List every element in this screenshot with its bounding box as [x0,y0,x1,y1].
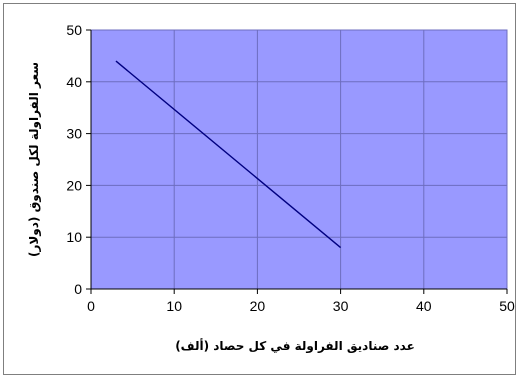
y-tick-label: 10 [66,229,82,245]
plot-area [90,29,508,290]
x-tick-labels: 0 10 20 30 40 50 [87,298,515,314]
x-tick-label: 20 [250,298,266,314]
axes [86,29,508,294]
y-tick-label: 20 [66,177,82,193]
y-tick-label: 0 [74,281,82,297]
series-line [115,60,342,249]
y-tick-label: 50 [66,22,82,38]
y-tick-labels: 0 10 20 30 40 50 [66,22,82,297]
x-tick-label: 0 [87,298,95,314]
y-tick-label: 40 [66,74,82,90]
x-axis-title: عدد صناديق الفراولة في كل حصاد (ألف) [175,338,415,354]
gridlines [91,29,508,289]
x-tick-label: 50 [499,298,515,314]
x-tick-label: 10 [166,298,182,314]
y-axis-title: سعر الفراولة لكل صندوق (دولار) [27,62,42,257]
x-tick-label: 30 [333,298,349,314]
y-tick-label: 30 [66,126,82,142]
x-tick-label: 40 [416,298,432,314]
